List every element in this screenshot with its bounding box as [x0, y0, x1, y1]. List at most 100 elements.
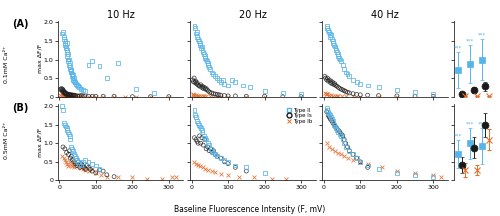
Point — [260, 171, 268, 175]
Point — [62, 151, 70, 154]
Point — [213, 95, 221, 98]
Point — [74, 84, 82, 87]
Point — [200, 95, 208, 98]
Point — [70, 154, 78, 158]
Point — [260, 95, 268, 98]
Point — [68, 94, 76, 97]
Point — [322, 106, 330, 110]
Point — [212, 92, 220, 96]
Point — [92, 164, 100, 167]
Point — [202, 56, 209, 59]
Point — [77, 162, 85, 165]
Point — [339, 134, 347, 138]
Point — [70, 94, 78, 97]
Point — [202, 58, 210, 61]
Point — [74, 84, 82, 88]
Point — [195, 94, 203, 98]
Text: ***: *** — [454, 46, 462, 51]
Point — [62, 91, 70, 95]
Point — [62, 39, 70, 43]
Title: 10 Hz: 10 Hz — [106, 10, 134, 20]
Point — [61, 94, 69, 98]
Point — [331, 149, 339, 152]
Point — [220, 158, 228, 162]
Point — [68, 73, 76, 76]
Point — [335, 56, 343, 59]
Point — [336, 153, 344, 156]
Point — [342, 95, 349, 98]
Point — [58, 94, 66, 97]
Point — [352, 156, 360, 160]
Point — [64, 92, 72, 96]
Point — [204, 168, 212, 172]
Point — [58, 87, 66, 90]
Point — [340, 89, 348, 92]
Point — [81, 95, 89, 98]
Legend: Type II, Type Is, Type Ib: Type II, Type Is, Type Ib — [286, 107, 313, 125]
Point — [60, 121, 68, 125]
Point — [62, 125, 70, 128]
Point — [66, 67, 74, 70]
Point — [322, 24, 330, 28]
Point — [364, 164, 372, 167]
Point — [321, 75, 329, 78]
Point — [67, 71, 75, 74]
Point — [349, 158, 357, 162]
Text: ***: *** — [466, 38, 474, 43]
Point — [66, 69, 74, 72]
Point — [194, 141, 202, 145]
Point — [200, 136, 208, 139]
Point — [61, 92, 69, 95]
Point — [210, 151, 218, 154]
Point — [84, 95, 92, 98]
Point — [205, 65, 213, 69]
Point — [336, 87, 344, 90]
Point — [339, 63, 347, 67]
Point — [99, 95, 107, 98]
Point — [69, 73, 77, 77]
Point — [199, 50, 207, 54]
Point — [321, 91, 329, 95]
Point — [58, 89, 66, 93]
Point — [68, 75, 76, 78]
Point — [74, 95, 82, 98]
Point — [114, 62, 122, 65]
Point — [220, 160, 228, 164]
Point — [66, 134, 74, 138]
Point — [196, 125, 203, 128]
Point — [198, 86, 206, 89]
Point — [430, 95, 438, 98]
Point — [279, 91, 287, 95]
Point — [76, 87, 84, 90]
Point — [349, 92, 357, 95]
Point — [70, 76, 78, 80]
Point — [352, 156, 360, 160]
Point — [70, 95, 78, 98]
Point — [63, 49, 71, 52]
Point — [198, 45, 206, 48]
Point — [356, 160, 364, 164]
Point — [190, 94, 198, 97]
Point — [66, 160, 74, 164]
Point — [76, 162, 84, 165]
Point — [193, 94, 201, 97]
Point — [92, 171, 100, 175]
Point — [191, 94, 199, 97]
Point — [76, 166, 84, 169]
Point — [202, 147, 210, 151]
Point — [190, 24, 198, 28]
Point — [217, 156, 225, 160]
Point — [342, 145, 349, 149]
Point — [330, 41, 338, 44]
Point — [64, 54, 72, 57]
Point — [72, 81, 80, 84]
Point — [121, 95, 129, 98]
Point — [70, 160, 78, 164]
Point — [232, 166, 239, 169]
Point — [83, 164, 91, 167]
Point — [69, 94, 77, 97]
Point — [158, 177, 166, 180]
Point — [67, 163, 75, 167]
Point — [193, 119, 201, 123]
Point — [200, 134, 207, 138]
